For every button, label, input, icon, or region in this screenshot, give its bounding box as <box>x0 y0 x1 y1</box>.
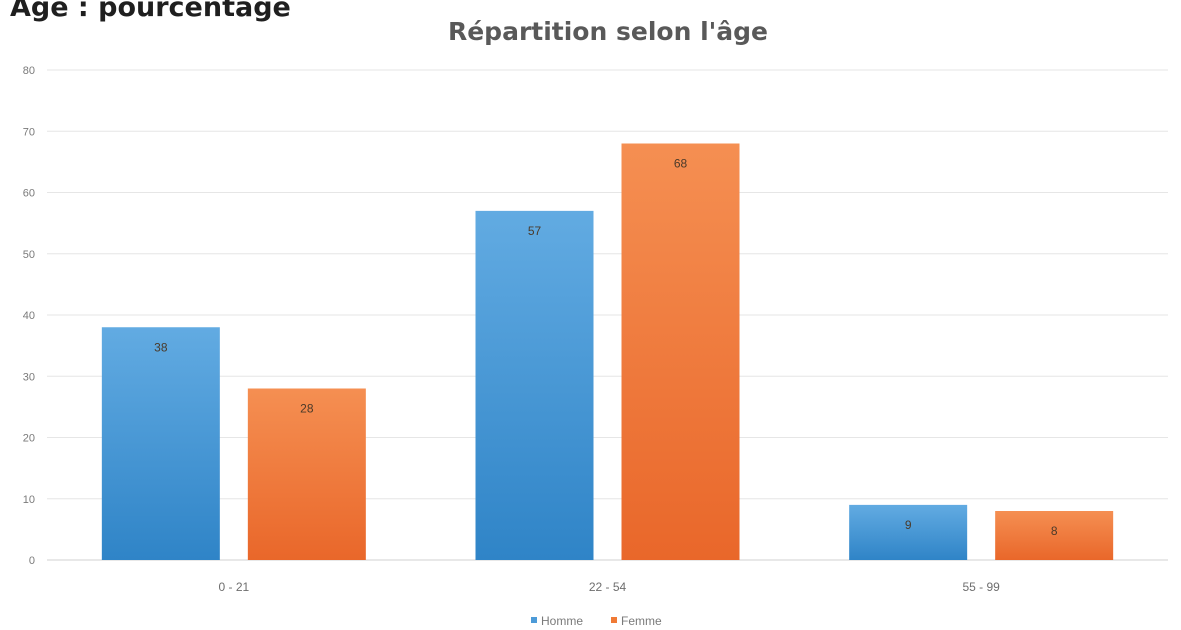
data-label-femme-2: 68 <box>674 157 688 171</box>
y-axis-ticks: 0 10 20 30 40 50 60 70 80 <box>23 65 35 567</box>
bar-femme-2 <box>621 143 740 560</box>
data-label-femme-3: 8 <box>1051 524 1058 538</box>
y-tick-label: 70 <box>23 126 35 138</box>
y-tick-label: 80 <box>23 65 35 77</box>
legend-swatch-femme <box>611 617 617 623</box>
legend: Homme Femme <box>531 614 662 628</box>
bar-femme-3 <box>995 511 1114 560</box>
y-tick-label: 0 <box>29 555 35 567</box>
bar-homme-1 <box>101 327 220 560</box>
legend-swatch-homme <box>531 617 537 623</box>
legend-label-femme: Femme <box>621 614 662 628</box>
bars <box>101 143 1114 560</box>
x-category-label: 55 - 99 <box>962 580 1000 594</box>
bar-homme-3 <box>849 504 968 560</box>
y-tick-label: 40 <box>23 310 35 322</box>
data-labels: 38 28 57 68 9 8 <box>154 157 1058 539</box>
x-category-label: 22 - 54 <box>589 580 627 594</box>
data-label-femme-1: 28 <box>300 402 314 416</box>
bar-femme-1 <box>247 388 366 560</box>
data-label-homme-1: 38 <box>154 340 168 354</box>
data-label-homme-3: 9 <box>905 518 912 532</box>
bar-homme-2 <box>475 210 594 560</box>
data-label-homme-2: 57 <box>528 224 542 238</box>
y-tick-label: 20 <box>23 433 35 445</box>
x-axis-categories: 0 - 21 22 - 54 55 - 99 <box>218 580 1000 594</box>
clipped-heading: Âge : pourcentage <box>10 0 291 23</box>
chart-title: Répartition selon l'âge <box>448 17 768 46</box>
y-tick-label: 50 <box>23 249 35 261</box>
y-tick-label: 60 <box>23 188 35 200</box>
y-tick-label: 30 <box>23 371 35 383</box>
y-tick-label: 10 <box>23 494 35 506</box>
x-category-label: 0 - 21 <box>218 580 249 594</box>
gridlines <box>47 69 1168 561</box>
legend-label-homme: Homme <box>541 614 583 628</box>
